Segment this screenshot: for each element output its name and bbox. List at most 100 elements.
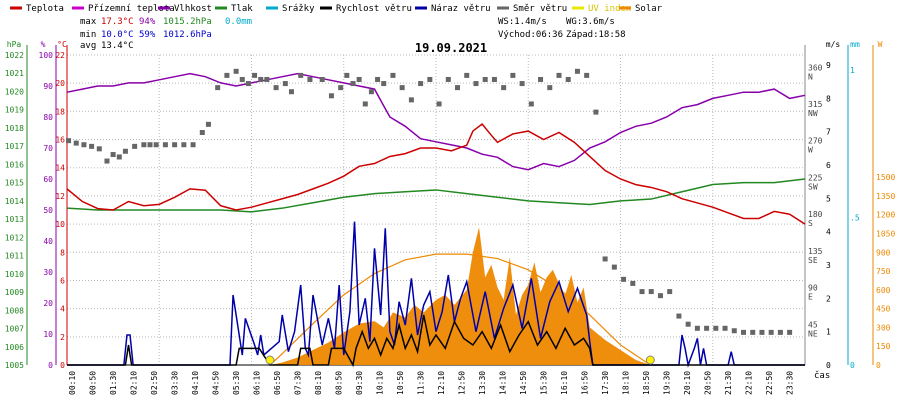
legend-entry: Srážky <box>282 4 315 14</box>
wind-direction-point <box>501 85 507 91</box>
x-tick-label: 03:30 <box>171 371 180 395</box>
wind-direction-point <box>224 72 230 78</box>
wind-direction-point <box>574 68 580 74</box>
wind-direction-point <box>473 81 479 87</box>
wind-direction-point <box>190 142 196 148</box>
x-tick-label: 00:50 <box>89 371 98 395</box>
temp-tick-label: 16 <box>55 136 65 145</box>
stats-max-hum: 94% <box>139 17 156 27</box>
dir-tick-label: N <box>808 72 813 81</box>
wind-direction-point <box>759 329 765 335</box>
wind-direction-point <box>408 97 414 103</box>
wind-direction-point <box>621 276 627 282</box>
press-tick-label: 1013 <box>5 215 24 224</box>
wind-direction-point <box>538 76 544 82</box>
legend-entry: Přízemní teplota <box>88 4 175 14</box>
wind-direction-point <box>245 81 251 87</box>
x-tick-label: 18:50 <box>642 371 651 395</box>
wind-direction-point <box>215 85 221 91</box>
dir-tick-label: 180 <box>808 210 823 219</box>
x-tick-label: 01:30 <box>109 371 118 395</box>
dir-tick-label: NW <box>808 109 818 118</box>
x-tick-label: 22:10 <box>745 371 754 395</box>
x-tick-label: 19:30 <box>663 371 672 395</box>
rain-tick-label: .5 <box>850 213 860 222</box>
hum-tick-label: 60 <box>43 175 53 184</box>
wind-direction-point <box>593 109 599 115</box>
press-tick-label: 1011 <box>5 252 24 261</box>
wind-direction-point <box>356 76 362 82</box>
x-tick-label: 15:30 <box>540 371 549 395</box>
wind-direction-point <box>482 76 488 82</box>
wind-direction-point <box>777 329 783 335</box>
wind-direction-point <box>704 325 710 331</box>
x-tick-label: 16:10 <box>560 371 569 395</box>
rychlost-vetru-series <box>67 314 805 368</box>
wind-direction-point <box>147 142 153 148</box>
press-tick-label: 1021 <box>5 69 24 78</box>
wind-direction-point <box>667 289 673 295</box>
temp-tick-label: 22 <box>55 51 65 60</box>
temp-tick-label: 8 <box>60 248 65 257</box>
dir-tick-label: 270 <box>808 137 823 146</box>
wind-direction-point <box>73 140 79 146</box>
solar-tick-label: 1500 <box>876 173 895 182</box>
wind-direction-point <box>132 143 138 149</box>
x-tick-label: 14:50 <box>519 371 528 395</box>
wind-direction-point <box>282 81 288 87</box>
wind-direction-point <box>713 325 719 331</box>
temp-tick-label: 6 <box>60 276 65 285</box>
wind-direction-point <box>676 313 682 319</box>
press-tick-label: 1009 <box>5 288 24 297</box>
wind-direction-point <box>288 89 294 95</box>
hum-tick-label: 20 <box>43 299 53 308</box>
wind-tick-label: 8 <box>826 94 831 103</box>
x-tick-label: 02:10 <box>130 371 139 395</box>
dir-tick-label: E <box>808 293 813 302</box>
wind-direction-point <box>264 76 270 82</box>
dir-tick-label: NE <box>808 329 818 338</box>
wind-direction-point <box>436 101 442 107</box>
sunset: Západ:18:58 <box>566 30 626 40</box>
solar-tick-label: 0 <box>876 361 881 370</box>
wind-direction-point <box>273 85 279 91</box>
wind-direction-point <box>418 81 424 87</box>
wind-wg: WG:3.6m/s <box>566 17 615 27</box>
wind-direction-point <box>399 85 405 91</box>
solar-tick-label: 450 <box>876 305 891 314</box>
x-tick-label: 18:10 <box>622 371 631 395</box>
sunrise: Východ:06:36 <box>498 30 563 40</box>
wind-tick-label: 0 <box>826 361 831 370</box>
wind-direction-point <box>362 101 368 107</box>
stats-min-press: 1012.6hPa <box>163 30 212 40</box>
x-tick-label: 08:50 <box>335 371 344 395</box>
wind-direction-point <box>162 142 168 148</box>
press-tick-label: 1008 <box>5 306 24 315</box>
stats-max-temp: 17.3°C <box>101 17 134 27</box>
temp-tick-label: 14 <box>55 164 65 173</box>
wind-direction-point <box>750 329 756 335</box>
solar-tick-label: 1350 <box>876 192 895 201</box>
stats-max-rain: 0.0mm <box>225 17 252 27</box>
hum-tick-label: 90 <box>43 82 53 91</box>
x-tick-label: 06:50 <box>273 371 282 395</box>
rain-tick-label: 0 <box>850 361 855 370</box>
hum-tick-label: 0 <box>48 361 53 370</box>
hum-unit: % <box>41 40 46 49</box>
wind-tick-label: 9 <box>826 61 831 70</box>
sun-marker <box>265 355 275 365</box>
wind-direction-point <box>89 143 95 149</box>
wind-direction-point <box>81 142 87 148</box>
hum-tick-label: 70 <box>43 144 53 153</box>
wind-direction-point <box>375 76 381 82</box>
axes: 1005100610071008100910101011101210131014… <box>5 51 896 395</box>
wind-direction-point <box>172 142 178 148</box>
wind-direction-point <box>427 76 433 82</box>
wind-direction-point <box>350 81 356 87</box>
press-tick-label: 1022 <box>5 51 24 60</box>
solar-tick-label: 150 <box>876 342 891 351</box>
press-tick-label: 1016 <box>5 160 24 169</box>
wind-direction-point <box>556 72 562 78</box>
smer-vetru-series <box>66 68 793 335</box>
